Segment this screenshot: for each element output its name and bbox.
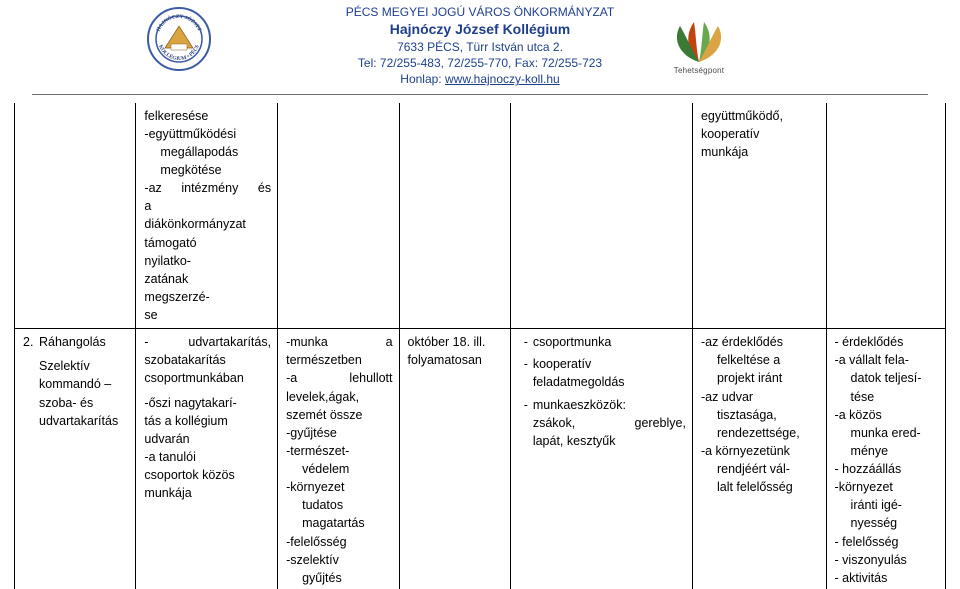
text: megszerzé-	[144, 290, 209, 304]
text: -gyűjtése	[286, 426, 337, 440]
cell-r2-c6: - érdeklődés -a vállalt fela- datok telj…	[826, 329, 945, 589]
page: HAJNÓCZY JÓZSEF KOLLÉGIUM • PÉCS Tehetsé…	[0, 0, 960, 589]
text: október 18. ill. folyamatosan	[408, 335, 486, 367]
header-web: Honlap: www.hajnoczy-koll.hu	[0, 71, 960, 87]
text: munkája	[701, 145, 748, 159]
text: nyesség	[851, 516, 898, 530]
text: szobatakarítás	[144, 353, 225, 367]
header-address: 7633 PÉCS, Türr István utca 2.	[0, 39, 960, 55]
text: kooperatív feladatmegoldás	[533, 357, 625, 389]
row-title: Ráhangolás	[39, 335, 106, 349]
text: ménye	[851, 444, 889, 458]
text: rendjéért vál-	[717, 462, 790, 476]
cell-r1-c0	[15, 103, 136, 329]
cell-r2-c1: -udvartakarítás, szobatakarítás csoportm…	[136, 329, 278, 589]
cell-r2-c3: október 18. ill. folyamatosan	[399, 329, 510, 589]
leaf-icon	[666, 14, 732, 64]
text: csoportmunka	[533, 335, 612, 349]
text: iránti igé-	[851, 498, 902, 512]
text: se	[144, 308, 157, 322]
cell-r1-c4	[510, 103, 692, 329]
text: védelem	[302, 462, 349, 476]
text: támogató	[144, 236, 196, 250]
text: -szelektív	[286, 553, 339, 567]
text: diákönkormányzat	[144, 217, 245, 231]
content-table: felkeresése -együttműködési megállapodás…	[14, 103, 946, 589]
text: -a közös	[835, 408, 882, 422]
text: felkeresése	[144, 109, 208, 123]
table-row: 2.Ráhangolás Szelektív kommandó – szoba-…	[15, 329, 946, 589]
text: tisztasága,	[717, 408, 777, 422]
row-subtitle: Szelektív kommandó – szoba- és udvartaka…	[39, 359, 118, 427]
text: gereblye,	[635, 414, 686, 432]
text: lapát, kesztyűk	[533, 434, 616, 448]
text: szemét össze	[286, 408, 362, 422]
header-org: PÉCS MEGYEI JOGÚ VÁROS ÖNKORMÁNYZAT	[0, 4, 960, 20]
cell-r1-c6	[826, 103, 945, 329]
text: -környezet	[835, 480, 893, 494]
text: projekt iránt	[717, 371, 782, 385]
text: udvarán	[144, 432, 189, 446]
cell-r1-c1: felkeresése -együttműködési megállapodás…	[136, 103, 278, 329]
tehetsegpont-logo: Tehetségpont	[666, 14, 732, 76]
school-seal-logo: HAJNÓCZY JÓZSEF KOLLÉGIUM • PÉCS	[146, 6, 212, 72]
text: gyűjtés	[302, 571, 342, 585]
text: együttműködő,	[701, 109, 783, 123]
text: zsákok,	[533, 414, 575, 432]
text: - viszonyulás	[835, 553, 907, 567]
website-link[interactable]: www.hajnoczy-koll.hu	[445, 72, 560, 86]
text: tás a kollégium	[144, 414, 227, 428]
header-divider	[32, 94, 928, 95]
text: - hozzáállás	[835, 462, 902, 476]
text: megállapodás	[160, 145, 238, 159]
text: - felelősség	[835, 535, 899, 549]
table-row: felkeresése -együttműködési megállapodás…	[15, 103, 946, 329]
cell-r2-c0: 2.Ráhangolás Szelektív kommandó – szoba-…	[15, 329, 136, 589]
cell-r2-c2: -munkaa természetben -alehullott levelek…	[278, 329, 399, 589]
text: -őszi nagytakarí-	[144, 396, 236, 410]
header-web-prefix: Honlap:	[400, 72, 445, 86]
text: munkája	[144, 486, 191, 500]
seal-icon: HAJNÓCZY JÓZSEF KOLLÉGIUM • PÉCS	[146, 6, 212, 72]
text: - aktivitás	[835, 571, 888, 585]
text: - érdeklődés	[835, 335, 904, 349]
text: csoportmunkában	[144, 371, 243, 385]
text: a	[144, 199, 151, 213]
cell-r1-c2	[278, 103, 399, 329]
text: datok teljesí-	[851, 371, 922, 385]
text: felkeltése a	[717, 353, 780, 367]
text: -a vállalt fela-	[835, 353, 909, 367]
text: -együttműködési	[144, 127, 236, 141]
text: -a tanulói	[144, 450, 195, 464]
header-contact: Tel: 72/255-483, 72/255-770, Fax: 72/255…	[0, 55, 960, 71]
row-number: 2.	[23, 333, 39, 351]
text: magatartás	[302, 516, 365, 530]
text: rendezettsége,	[717, 426, 800, 440]
text: kooperatív	[701, 127, 759, 141]
text: munkaeszközök:	[533, 398, 626, 412]
cell-r2-c5: -az érdeklődés felkeltése a projekt irán…	[692, 329, 826, 589]
text: csoportok közös	[144, 468, 234, 482]
text: -az udvar	[701, 390, 753, 404]
text: tudatos	[302, 498, 343, 512]
text: -természet-	[286, 444, 349, 458]
text: levelek,ágak,	[286, 390, 359, 404]
text: tése	[851, 390, 875, 404]
text: -környezet	[286, 480, 344, 494]
cell-r1-c3	[399, 103, 510, 329]
text: -a környezetünk	[701, 444, 790, 458]
text: lalt felelősség	[717, 480, 793, 494]
cell-r2-c4: -csoportmunka -kooperatív feladatmegoldá…	[510, 329, 692, 589]
text: nyilatko-	[144, 254, 191, 268]
text: -felelősség	[286, 535, 346, 549]
header-title: Hajnóczy József Kollégium	[0, 20, 960, 39]
tehetsegpont-label: Tehetségpont	[666, 66, 732, 75]
cell-r1-c5: együttműködő, kooperatív munkája	[692, 103, 826, 329]
text: zatának	[144, 272, 188, 286]
document-header: HAJNÓCZY JÓZSEF KOLLÉGIUM • PÉCS Tehetsé…	[0, 0, 960, 95]
text: megkötése	[160, 163, 221, 177]
text: munka ered-	[851, 426, 921, 440]
text: természetben	[286, 353, 362, 367]
text: -az érdeklődés	[701, 335, 783, 349]
